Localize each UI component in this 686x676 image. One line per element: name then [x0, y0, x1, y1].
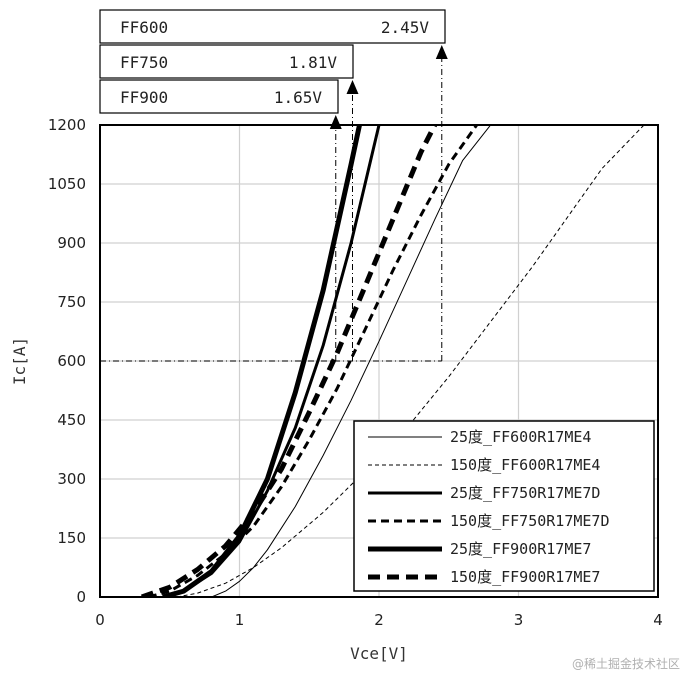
- callout-box-ff750: [99, 44, 354, 79]
- callout-value: 1.65V: [274, 88, 323, 107]
- x-tick-label: 3: [514, 611, 524, 629]
- legend-entry: 25度_FF900R17ME7: [450, 540, 591, 558]
- x-tick-label: 4: [653, 611, 663, 629]
- legend-entry: 150度_FF600R17ME4: [450, 456, 600, 474]
- callout-arrow-ff900: [329, 115, 342, 129]
- callout-value: 2.45V: [381, 18, 430, 37]
- y-tick-label: 1200: [48, 116, 86, 134]
- y-tick-label: 450: [57, 411, 86, 429]
- legend-entry: 150度_FF750R17ME7D: [450, 512, 610, 530]
- series-line-1: [211, 125, 491, 597]
- callout-boxes: FF600 2.45V FF750 1.81V FF900 1.65V: [99, 9, 446, 114]
- x-tick-label: 0: [95, 611, 105, 629]
- series-line-6: [140, 125, 438, 597]
- callout-box-ff900: [99, 79, 339, 114]
- callout-arrow-ff600: [435, 45, 448, 59]
- legend-entry: 150度_FF900R17ME7: [450, 568, 600, 586]
- y-axis-label: Ic[A]: [10, 337, 29, 385]
- callout-arrow-ff750: [346, 80, 359, 94]
- y-tick-label: 750: [57, 293, 86, 311]
- legend: 25度_FF600R17ME4 150度_FF600R17ME4 25度_FF750…: [353, 420, 655, 592]
- x-tick-label: 1: [235, 611, 245, 629]
- y-tick-label: 150: [57, 529, 86, 547]
- legend-box: [353, 420, 655, 592]
- y-tick-label: 300: [57, 470, 86, 488]
- plot-frame: [99, 124, 659, 598]
- callout-box-ff600: [99, 9, 446, 44]
- legend-entry: 25度_FF600R17ME4: [450, 428, 591, 446]
- callout-label: FF900: [120, 88, 168, 107]
- callout-label: FF750: [120, 53, 168, 72]
- series-line-5: [162, 125, 362, 597]
- series-curves: [140, 125, 645, 597]
- callout-value: 1.81V: [289, 53, 338, 72]
- x-axis-label: Vce[V]: [350, 644, 408, 663]
- y-tick-label: 0: [76, 588, 86, 606]
- y-tick-label: 600: [57, 352, 86, 370]
- legend-entry: 25度_FF750R17ME7D: [450, 484, 600, 502]
- series-line-4: [148, 125, 478, 597]
- x-tick-label: 2: [374, 611, 384, 629]
- tick-labels: 0 1 2 3 4 0 150 300 450 600 750 900 1050 1200: [48, 116, 663, 629]
- y-tick-label: 900: [57, 234, 86, 252]
- callout-label: FF600: [120, 18, 168, 37]
- y-tick-label: 1050: [48, 175, 86, 193]
- watermark: @稀土掘金技术社区: [572, 656, 680, 671]
